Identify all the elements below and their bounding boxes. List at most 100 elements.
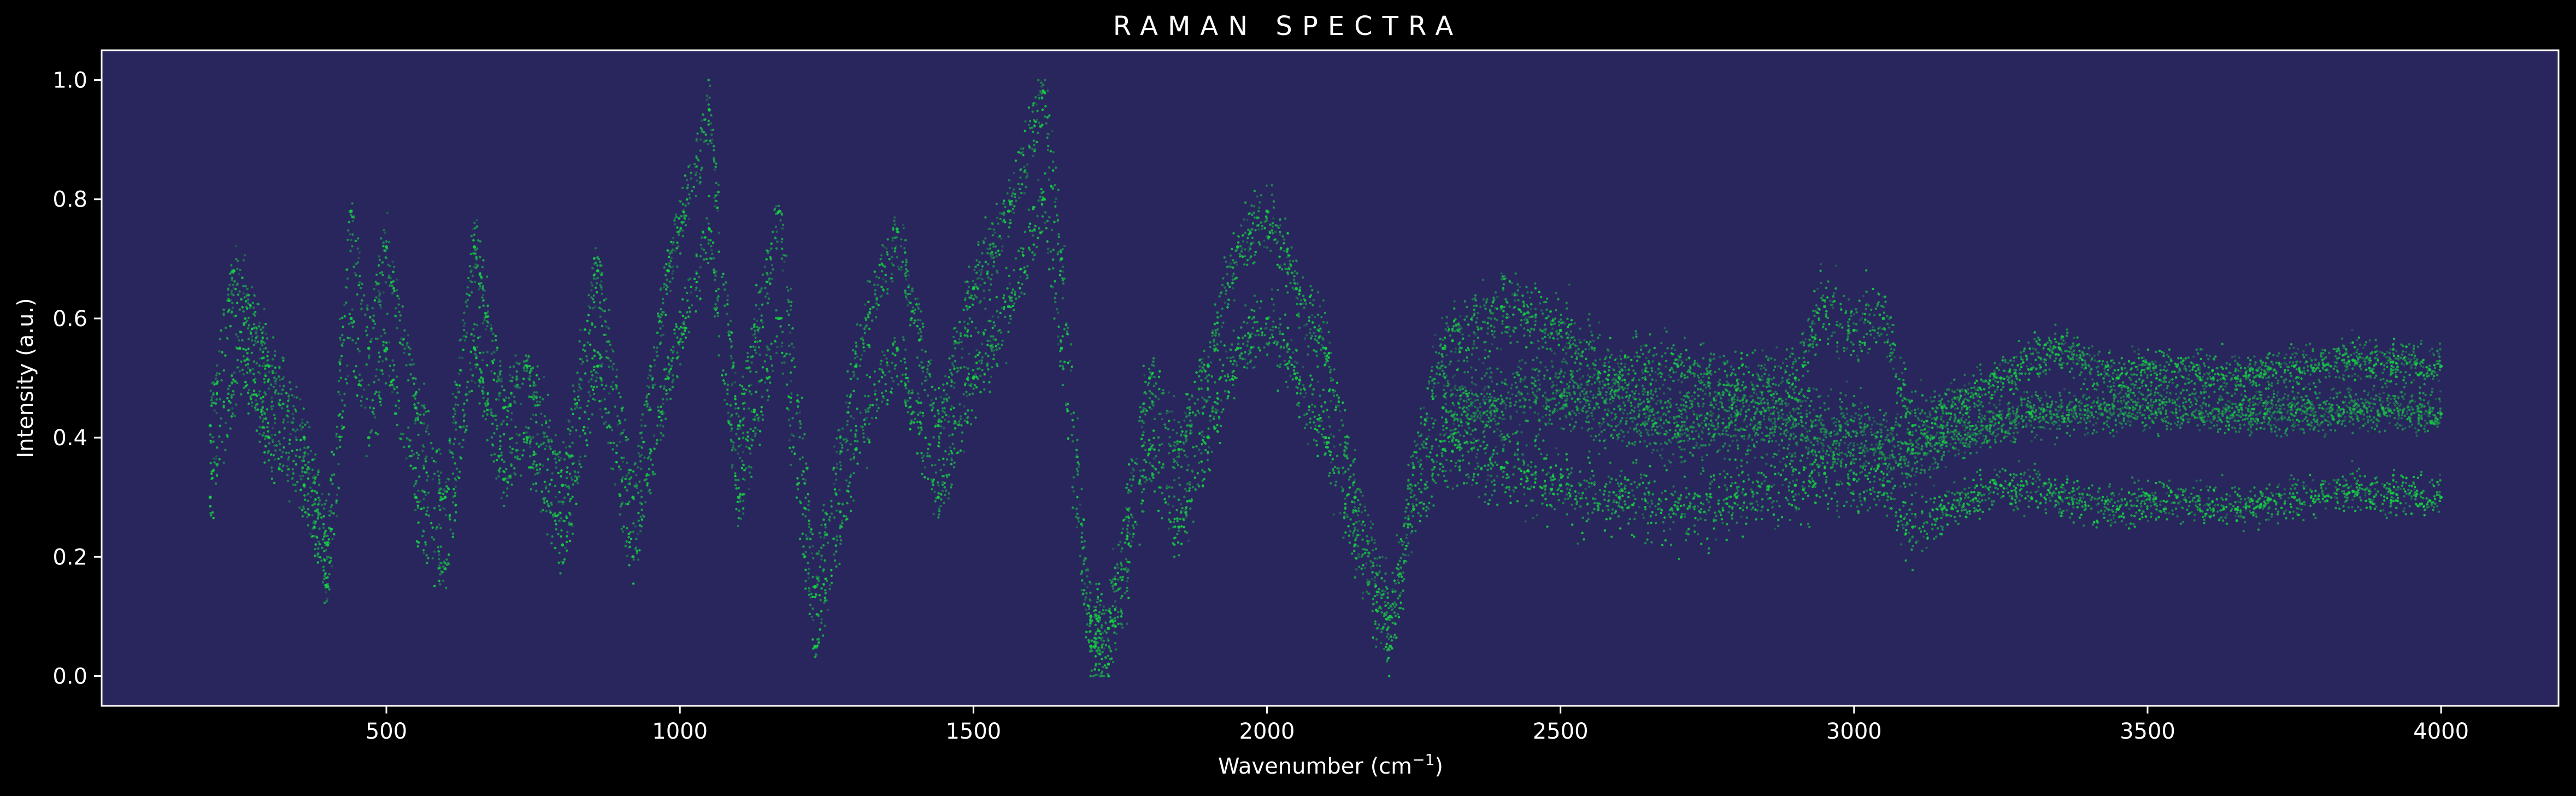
scatter-dot	[246, 298, 250, 301]
scatter-dot	[1046, 89, 1049, 92]
scatter-dot	[1057, 235, 1061, 239]
scatter-dot	[438, 504, 441, 508]
scatter-dot	[1311, 288, 1314, 292]
scatter-dot	[1834, 264, 1837, 267]
scatter-dot	[1528, 334, 1531, 337]
scatter-dot	[1419, 458, 1422, 462]
scatter-dot	[1627, 356, 1630, 358]
scatter-dot	[2355, 351, 2358, 354]
scatter-dot	[2152, 369, 2155, 372]
scatter-dot	[921, 322, 925, 325]
scatter-dot	[1873, 337, 1876, 339]
scatter-dot	[2272, 353, 2275, 357]
scatter-dot	[1822, 323, 1825, 326]
scatter-dot	[1820, 297, 1823, 299]
scatter-dot	[2272, 374, 2274, 378]
scatter-dot	[1642, 390, 1644, 393]
scatter-dot	[2385, 385, 2388, 388]
scatter-dot	[456, 387, 459, 390]
scatter-dot	[1970, 391, 1973, 394]
scatter-dot	[335, 435, 338, 438]
scatter-dot	[1420, 422, 1422, 424]
scatter-dot	[1727, 410, 1731, 412]
scatter-dot	[1024, 169, 1027, 172]
scatter-dot	[345, 268, 348, 271]
scatter-dot	[2225, 362, 2228, 364]
scatter-dot	[1157, 436, 1160, 439]
scatter-dot	[737, 415, 740, 418]
scatter-dot	[1951, 390, 1954, 392]
scatter-dot	[1645, 367, 1648, 369]
scatter-dot	[1517, 299, 1520, 302]
scatter-dot	[1025, 186, 1027, 188]
scatter-dot	[2385, 379, 2389, 382]
scatter-dot	[686, 184, 690, 186]
scatter-dot	[743, 407, 745, 410]
scatter-dot	[2238, 356, 2240, 359]
scatter-dot	[867, 280, 869, 282]
scatter-dot	[2166, 353, 2168, 356]
scatter-dot	[2414, 367, 2417, 370]
scatter-dot	[1028, 120, 1032, 122]
scatter-dot	[2338, 376, 2341, 379]
scatter-dot	[1397, 579, 1399, 582]
scatter-dot	[1581, 375, 1584, 378]
scatter-dot	[1307, 345, 1310, 348]
scatter-dot	[1449, 334, 1452, 337]
scatter-dot	[1034, 96, 1037, 99]
scatter-dot	[715, 181, 717, 185]
scatter-dot	[1793, 376, 1796, 379]
scatter-dot	[569, 429, 572, 433]
scatter-dot	[2067, 355, 2069, 357]
scatter-dot	[1414, 444, 1418, 447]
scatter-dot	[401, 343, 404, 346]
scatter-dot	[493, 358, 496, 361]
scatter-dot	[1247, 228, 1250, 231]
scatter-dot	[1437, 381, 1440, 385]
scatter-dot	[1606, 348, 1609, 351]
scatter-dot	[1993, 370, 1996, 373]
scatter-dot	[1519, 285, 1521, 288]
scatter-dot	[281, 407, 284, 410]
scatter-dot	[798, 436, 801, 439]
scatter-dot	[900, 268, 903, 271]
data-point	[326, 543, 330, 547]
scatter-dot	[2054, 323, 2057, 326]
scatter-dot	[2010, 374, 2013, 378]
data-point	[895, 227, 899, 231]
scatter-dot	[366, 306, 368, 309]
scatter-dot	[1367, 514, 1369, 517]
scatter-dot	[1425, 387, 1428, 390]
scatter-dot	[296, 428, 299, 431]
scatter-dot	[1315, 354, 1319, 357]
scatter-dot	[953, 381, 956, 384]
scatter-dot	[577, 389, 580, 392]
scatter-dot	[475, 219, 478, 222]
scatter-dot	[1755, 372, 1758, 375]
scatter-dot	[983, 281, 986, 284]
scatter-dot	[1316, 314, 1320, 316]
scatter-dot	[638, 480, 641, 483]
scatter-dot	[1508, 305, 1511, 308]
scatter-dot	[470, 291, 473, 294]
scatter-dot	[1240, 247, 1244, 250]
scatter-dot	[943, 397, 946, 400]
scatter-dot	[2060, 363, 2063, 367]
data-point	[1999, 376, 2003, 380]
scatter-dot	[804, 479, 807, 481]
scatter-dot	[1850, 314, 1852, 317]
scatter-dot	[354, 239, 356, 242]
scatter-dot	[605, 356, 608, 359]
scatter-dot	[339, 369, 342, 372]
scatter-dot	[886, 238, 889, 241]
scatter-dot	[2000, 376, 2003, 380]
scatter-dot	[2051, 352, 2054, 355]
scatter-dot	[2397, 365, 2399, 368]
scatter-dot	[1694, 384, 1697, 387]
scatter-dot	[286, 404, 289, 407]
scatter-dot	[421, 404, 424, 407]
scatter-dot	[1942, 403, 1945, 406]
scatter-dot	[859, 358, 862, 361]
scatter-dot	[1702, 357, 1705, 360]
scatter-dot	[2084, 378, 2086, 381]
